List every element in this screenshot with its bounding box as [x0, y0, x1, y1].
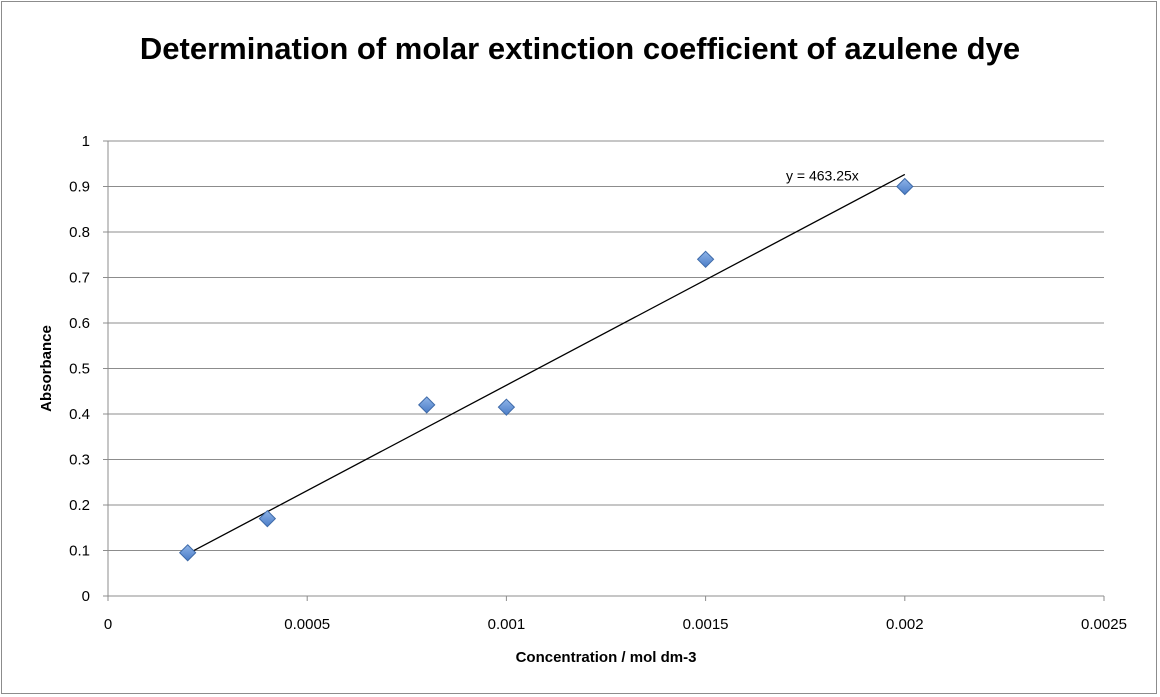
- trendline: [187, 173, 906, 555]
- x-tick-label: 0.0015: [683, 616, 729, 633]
- chart-title: Determination of molar extinction coeffi…: [139, 31, 1021, 66]
- y-tick-label: 0.9: [69, 179, 90, 196]
- data-point: [497, 398, 516, 416]
- y-tick-label: 0.8: [69, 224, 90, 241]
- y-tick-label: 0.1: [69, 543, 90, 560]
- y-tick-label: 0.5: [69, 361, 90, 378]
- x-tick-label: 0.001: [488, 616, 526, 633]
- y-tick-label: 1: [82, 133, 90, 150]
- y-tick-label: 0.6: [69, 315, 90, 332]
- y-tick-label: 0.7: [69, 270, 90, 287]
- data-point: [896, 177, 914, 196]
- y-tick-label: 0.3: [69, 452, 90, 469]
- data-point: [418, 396, 436, 414]
- data-point: [258, 509, 277, 528]
- trendline-equation: y = 463.25x: [786, 167, 859, 183]
- data-point: [178, 544, 197, 562]
- y-tick-label: 0.2: [69, 497, 90, 514]
- x-tick-label: 0.0005: [284, 616, 330, 633]
- y-tick-label: 0.4: [69, 406, 90, 423]
- x-tick-label: 0.002: [886, 616, 924, 633]
- data-point: [696, 250, 715, 269]
- y-tick-label: 0: [82, 588, 90, 605]
- x-axis-title: Concentration / mol dm-3: [516, 649, 697, 666]
- x-tick-label: 0: [104, 616, 112, 633]
- y-axis-title: Absorbance: [38, 325, 55, 412]
- x-tick-label: 0.0025: [1081, 616, 1127, 633]
